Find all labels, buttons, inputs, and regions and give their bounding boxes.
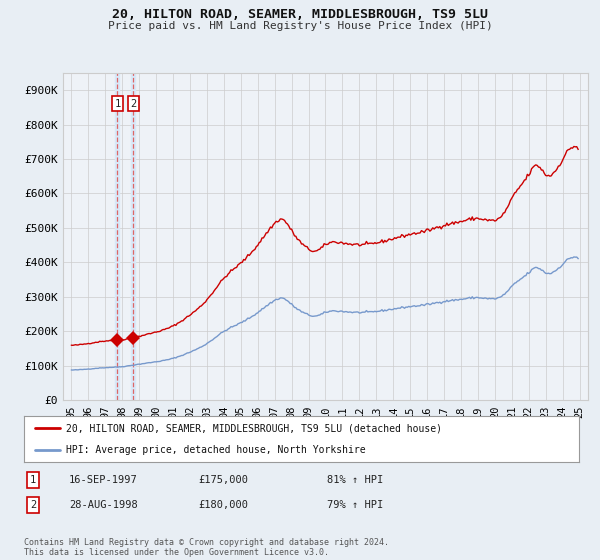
Text: 16-SEP-1997: 16-SEP-1997 [69, 475, 138, 485]
Text: 81% ↑ HPI: 81% ↑ HPI [327, 475, 383, 485]
Bar [131, 73, 136, 400]
Text: 1: 1 [30, 475, 36, 485]
Text: HPI: Average price, detached house, North Yorkshire: HPI: Average price, detached house, Nort… [65, 445, 365, 455]
Text: £175,000: £175,000 [198, 475, 248, 485]
Text: Price paid vs. HM Land Registry's House Price Index (HPI): Price paid vs. HM Land Registry's House … [107, 21, 493, 31]
Text: 2: 2 [130, 99, 136, 109]
Bar [115, 73, 119, 400]
Text: 79% ↑ HPI: 79% ↑ HPI [327, 500, 383, 510]
Text: 2: 2 [30, 500, 36, 510]
Text: 20, HILTON ROAD, SEAMER, MIDDLESBROUGH, TS9 5LU: 20, HILTON ROAD, SEAMER, MIDDLESBROUGH, … [112, 8, 488, 21]
Text: 1: 1 [114, 99, 121, 109]
Text: Contains HM Land Registry data © Crown copyright and database right 2024.
This d: Contains HM Land Registry data © Crown c… [24, 538, 389, 557]
Text: £180,000: £180,000 [198, 500, 248, 510]
Text: 28-AUG-1998: 28-AUG-1998 [69, 500, 138, 510]
Text: 20, HILTON ROAD, SEAMER, MIDDLESBROUGH, TS9 5LU (detached house): 20, HILTON ROAD, SEAMER, MIDDLESBROUGH, … [65, 423, 442, 433]
